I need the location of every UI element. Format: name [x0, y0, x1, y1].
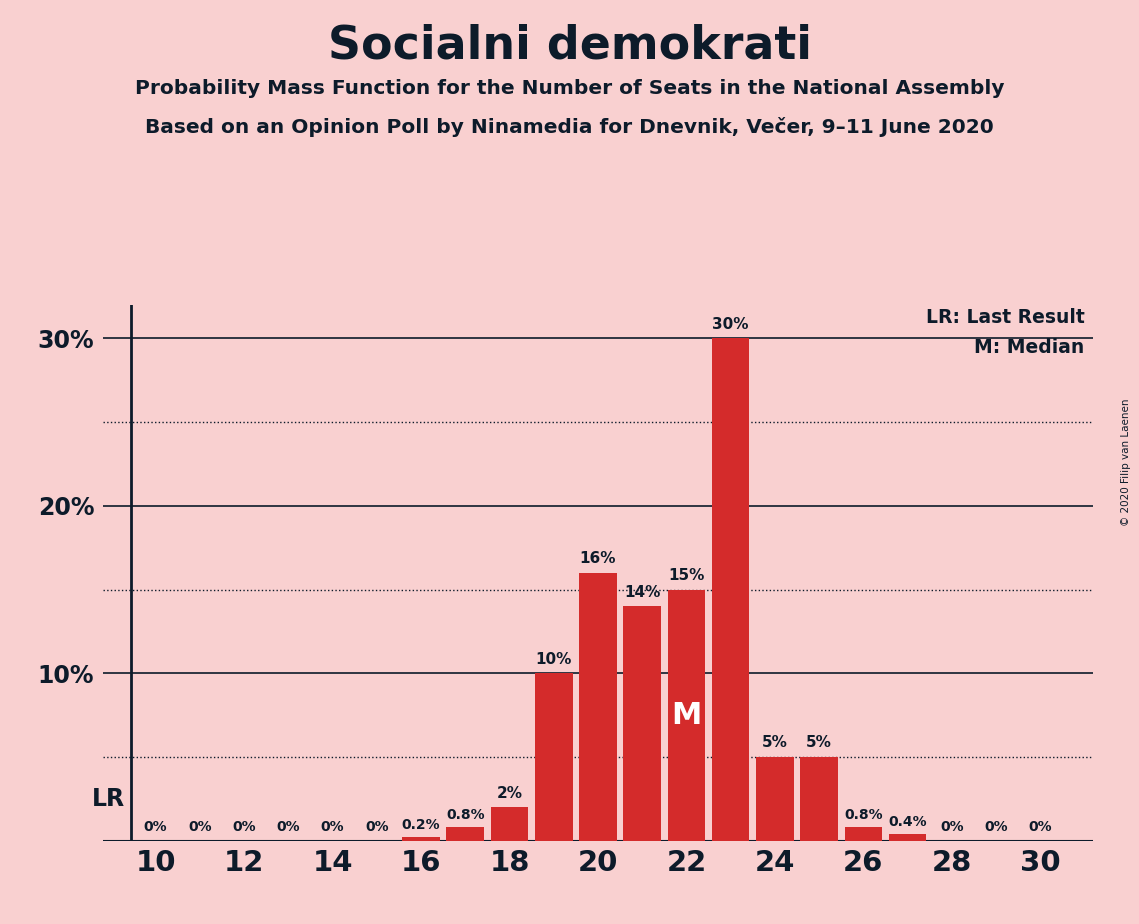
Bar [801, 757, 838, 841]
Text: 5%: 5% [762, 736, 788, 750]
Text: M: Median: M: Median [974, 338, 1084, 358]
Bar [756, 757, 794, 841]
Text: 0.2%: 0.2% [402, 819, 441, 833]
Text: 16%: 16% [580, 552, 616, 566]
Text: LR: LR [91, 786, 124, 810]
Text: 0%: 0% [277, 821, 300, 834]
Bar [491, 808, 528, 841]
Text: 0%: 0% [940, 821, 964, 834]
Text: 15%: 15% [669, 568, 705, 583]
Bar [845, 828, 883, 841]
Text: LR: Last Result: LR: Last Result [926, 309, 1084, 327]
Text: 0%: 0% [188, 821, 212, 834]
Text: 2%: 2% [497, 785, 523, 800]
Text: 14%: 14% [624, 585, 661, 600]
Text: 10%: 10% [535, 651, 572, 667]
Bar [402, 837, 440, 841]
Text: 0%: 0% [321, 821, 344, 834]
Text: Probability Mass Function for the Number of Seats in the National Assembly: Probability Mass Function for the Number… [134, 79, 1005, 98]
Text: 0.8%: 0.8% [844, 808, 883, 822]
Text: 0.4%: 0.4% [888, 815, 927, 829]
Text: 0%: 0% [364, 821, 388, 834]
Bar [579, 573, 617, 841]
Text: 5%: 5% [806, 736, 833, 750]
Text: 0.8%: 0.8% [446, 808, 484, 822]
Bar [446, 828, 484, 841]
Text: M: M [671, 700, 702, 730]
Text: 0%: 0% [232, 821, 256, 834]
Bar [888, 834, 926, 841]
Bar [712, 338, 749, 841]
Text: 0%: 0% [1029, 821, 1052, 834]
Text: Socialni demokrati: Socialni demokrati [328, 23, 811, 68]
Text: Based on an Opinion Poll by Ninamedia for Dnevnik, Večer, 9–11 June 2020: Based on an Opinion Poll by Ninamedia fo… [145, 117, 994, 138]
Bar [667, 590, 705, 841]
Bar [623, 606, 661, 841]
Text: 0%: 0% [144, 821, 167, 834]
Text: 30%: 30% [712, 317, 749, 332]
Text: © 2020 Filip van Laenen: © 2020 Filip van Laenen [1121, 398, 1131, 526]
Text: 0%: 0% [984, 821, 1008, 834]
Bar [535, 674, 573, 841]
